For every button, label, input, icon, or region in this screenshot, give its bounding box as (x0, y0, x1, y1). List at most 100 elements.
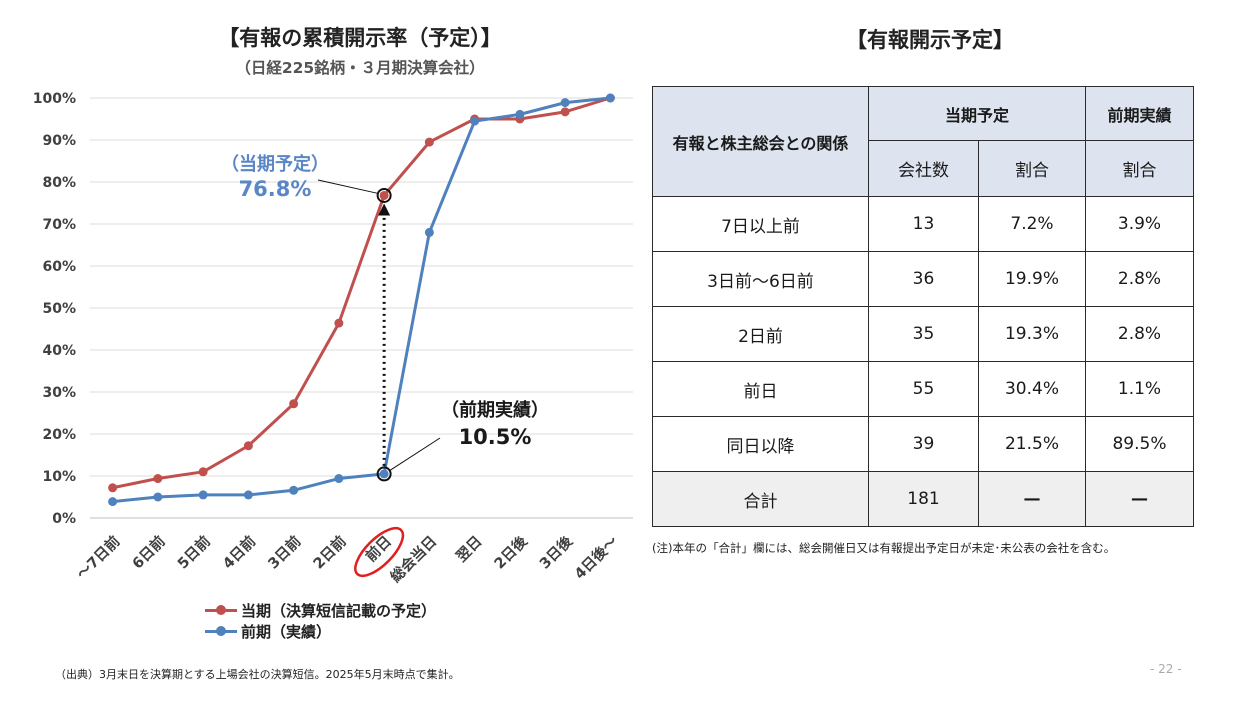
x-tick-label: 4日前 (219, 532, 260, 573)
legend-item-previous: 前期（実績） (205, 621, 436, 642)
data-point-current (334, 318, 344, 328)
data-point-current (198, 467, 208, 477)
x-tick-label: 6日前 (128, 532, 169, 573)
row-ratio: 30.4% (978, 361, 1086, 417)
chart-subtitle: （日経225銘柄・３月期決算会社） (235, 59, 485, 77)
x-tick-label: 5日前 (174, 532, 215, 573)
y-tick-label: 50% (42, 301, 76, 317)
relation-header: 有報と株主総会との関係 (652, 86, 869, 197)
previous-actual-header: 前期実績 (1085, 86, 1194, 141)
annotation-marker-previous (376, 466, 392, 482)
y-tick-label: 0% (52, 511, 76, 527)
row-prev-ratio: 2.8% (1085, 251, 1194, 307)
x-tick-label: 2日前 (309, 532, 350, 573)
total-count: 181 (868, 471, 979, 527)
row-label: 7日以上前 (652, 196, 869, 252)
line-chart: 0% 10% 20% 30% 40% 50% 60% 70% 80% 90% 100% ～7日前 6日… (33, 91, 633, 586)
y-tick-label: 10% (42, 469, 76, 485)
legend-swatch-previous (205, 626, 237, 636)
previous-annotation: （前期実績） 10.5% (410, 398, 580, 450)
table-note: (注)本年の「合計」欄には、総会開催日又は有報提出予定日が未定･未公表の会社を含… (652, 541, 1116, 555)
data-point-previous (424, 227, 434, 237)
data-point-current (153, 474, 163, 484)
table-row: 7日以上前 13 7.2% 3.9% (652, 196, 1194, 252)
x-tick-label: ～7日前 (73, 532, 124, 583)
total-ratio: — (978, 471, 1086, 527)
series-line-previous (112, 96, 611, 504)
y-tick-label: 70% (42, 217, 76, 233)
data-point-previous (289, 485, 299, 495)
row-count: 39 (868, 416, 979, 472)
y-tick-label: 40% (42, 343, 76, 359)
data-point-previous (470, 116, 480, 126)
table-row: 同日以降 39 21.5% 89.5% (652, 416, 1194, 472)
table-row: 2日前 35 19.3% 2.8% (652, 306, 1194, 362)
data-point-previous (243, 490, 253, 500)
total-prev-ratio: — (1085, 471, 1194, 527)
data-point-previous (605, 93, 615, 103)
x-tick-label: 4日後～ (571, 532, 622, 583)
annotation-marker-current (376, 187, 392, 203)
current-annotation-value: 76.8% (238, 177, 312, 201)
y-tick-label: 90% (42, 133, 76, 149)
row-ratio: 19.9% (978, 251, 1086, 307)
row-ratio: 7.2% (978, 196, 1086, 252)
table-total-row: 合計 181 — — (652, 471, 1194, 527)
highlight-ellipse (354, 526, 405, 578)
row-prev-ratio: 3.9% (1085, 196, 1194, 252)
row-label: 同日以降 (652, 416, 869, 472)
source-note: （出典）3月末日を決算期とする上場会社の決算短信。2025年5月末時点で集計。 (55, 668, 460, 681)
data-point-current (108, 483, 118, 493)
legend-swatch-current (205, 605, 237, 615)
previous-annotation-label: （前期実績） (441, 400, 549, 421)
table-title: 【有報開示予定】 (846, 28, 1014, 52)
row-prev-ratio: 2.8% (1085, 306, 1194, 362)
annotation-leader-current (317, 179, 379, 194)
annotation-leader-previous (388, 437, 441, 472)
y-tick-label: 80% (42, 175, 76, 191)
data-point-current (560, 107, 570, 117)
row-count: 55 (868, 361, 979, 417)
previous-ratio-header: 割合 (1085, 140, 1194, 197)
series-layer (108, 93, 615, 507)
chart-title: 【有報の累積開示率（予定）】 (218, 26, 502, 50)
current-annotation: （当期予定） 76.8% (200, 153, 350, 201)
x-tick-label: 総会当日 (386, 532, 440, 586)
data-point-current (243, 441, 253, 451)
series-line-current (112, 96, 611, 490)
current-annotation-label: （当期予定） (221, 154, 329, 175)
data-point-current (289, 399, 299, 409)
data-point-previous (153, 492, 163, 502)
current-ratio-header: 割合 (978, 140, 1086, 197)
gridlines (90, 97, 633, 519)
data-point-previous (108, 497, 118, 507)
total-label: 合計 (652, 471, 869, 527)
row-ratio: 19.3% (978, 306, 1086, 362)
company-count-header: 会社数 (868, 140, 979, 197)
row-prev-ratio: 89.5% (1085, 416, 1194, 472)
y-tick-label: 20% (42, 427, 76, 443)
data-point-previous (198, 490, 208, 500)
table-row: 3日前～6日前 36 19.9% 2.8% (652, 251, 1194, 307)
previous-annotation-value: 10.5% (458, 425, 532, 449)
row-label: 3日前～6日前 (652, 251, 869, 307)
x-tick-label: 3日前 (264, 532, 305, 573)
data-point-current (424, 137, 434, 147)
row-count: 13 (868, 196, 979, 252)
y-tick-label: 30% (42, 385, 76, 401)
page-number: - 22 - (1150, 662, 1182, 676)
table-row: 前日 55 30.4% 1.1% (652, 361, 1194, 417)
y-tick-label: 100% (33, 91, 76, 107)
legend-label-previous: 前期（実績） (241, 623, 332, 641)
x-tick-label: 2日後 (490, 532, 531, 573)
legend-item-current: 当期（決算短信記載の予定） (205, 600, 436, 621)
y-tick-label: 60% (42, 259, 76, 275)
data-point-current (379, 190, 389, 200)
data-point-previous (515, 109, 525, 119)
y-axis-ticks: 0% 10% 20% 30% 40% 50% 60% 70% 80% 90% 100% (33, 91, 76, 527)
x-tick-label: 3日後 (536, 532, 577, 573)
current-plan-header: 当期予定 (868, 86, 1086, 141)
x-tick-label: 翌日 (453, 533, 486, 566)
annotation-layer (317, 179, 441, 482)
